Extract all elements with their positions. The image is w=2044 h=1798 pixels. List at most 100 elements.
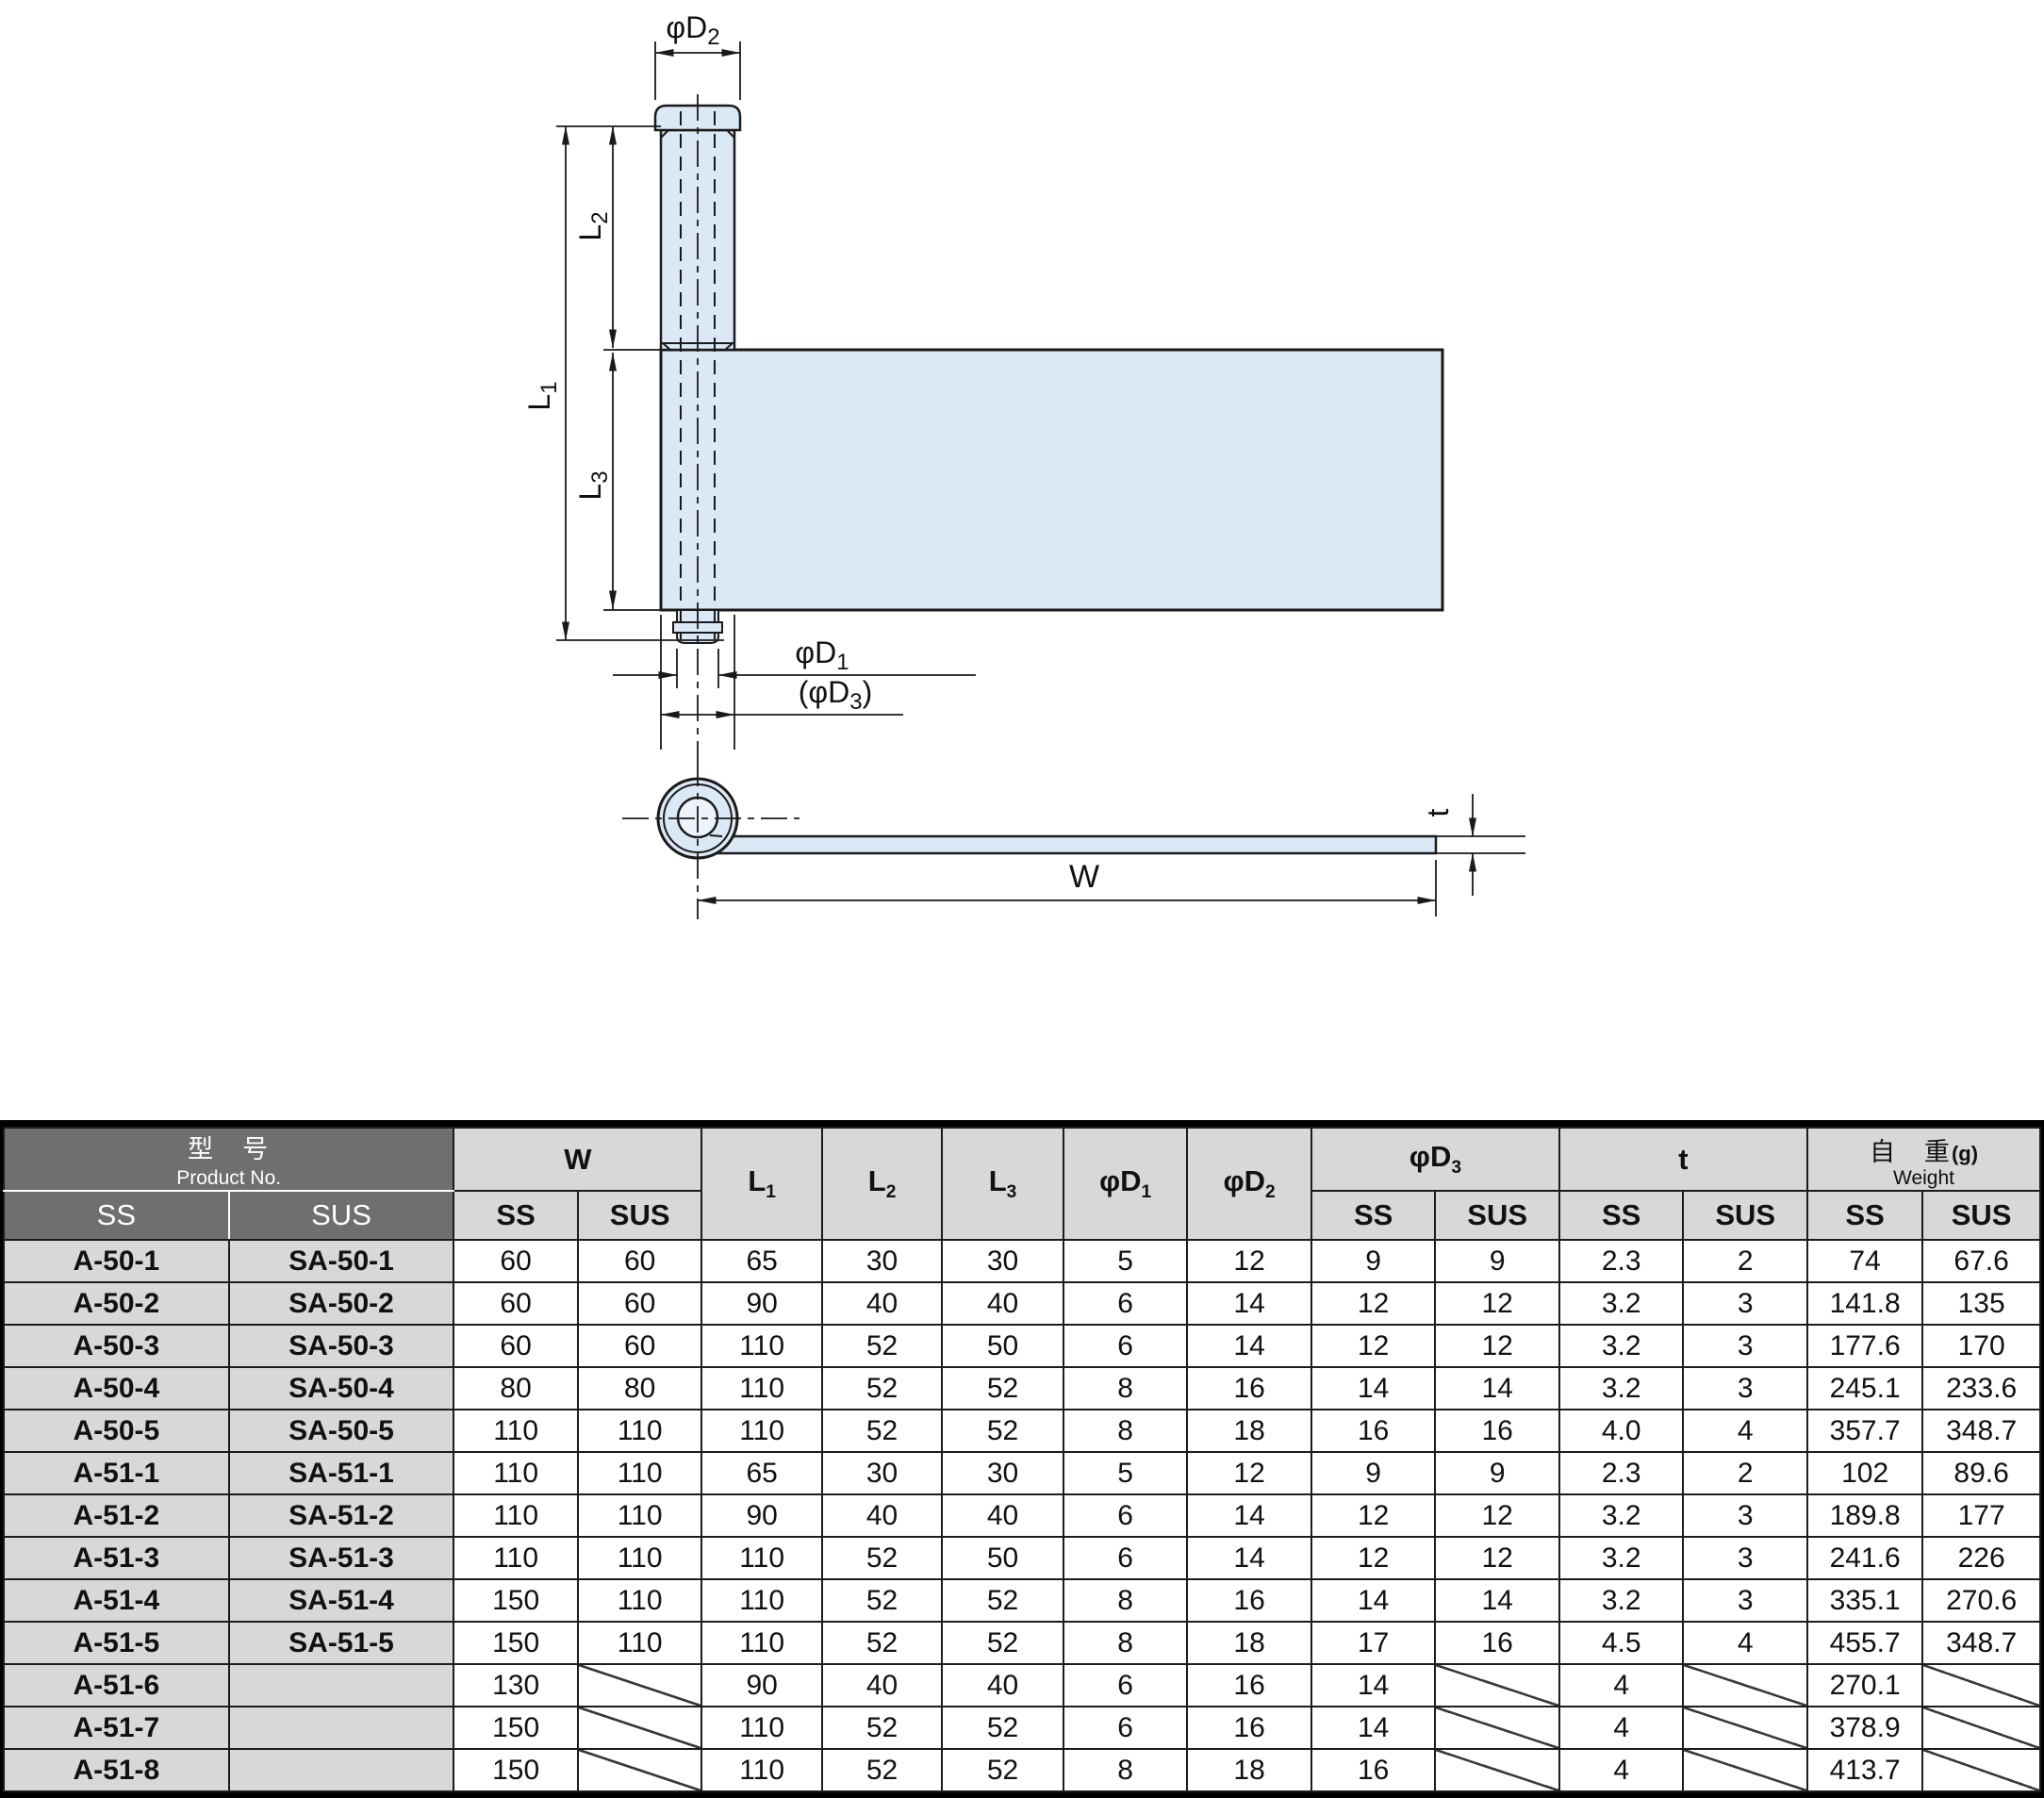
product-no-cell: SA-51-1 bbox=[227, 1451, 455, 1495]
spec-value-cell: 60 bbox=[576, 1281, 703, 1326]
dim-label-l2: L2 bbox=[573, 211, 613, 240]
spec-value-cell: 12 bbox=[1186, 1239, 1312, 1283]
spec-value-cell: 4 bbox=[1682, 1621, 1808, 1665]
leaf-side-profile bbox=[690, 834, 1438, 855]
product-no-cell: A-50-5 bbox=[3, 1409, 230, 1453]
product-no-cell: A-51-8 bbox=[3, 1748, 230, 1792]
spec-value-cell bbox=[1682, 1663, 1808, 1707]
product-no-cell: A-50-3 bbox=[3, 1324, 230, 1368]
table-row: A-50-4 SA-50-4 80 80 110 52 52 8 16 14 14 3.2 3 245.1… bbox=[3, 1366, 2041, 1410]
spec-value-cell: 357.7 bbox=[1805, 1409, 1924, 1453]
spec-value-cell: 177.6 bbox=[1805, 1324, 1924, 1368]
subheader-w-ss: SS bbox=[453, 1190, 579, 1241]
spec-value-cell: 16 bbox=[1310, 1748, 1437, 1792]
spec-value-cell bbox=[1682, 1748, 1808, 1792]
spec-table-header: 型 号 Product No. W L1 L2 L3 φD1 φD2 φD3 t… bbox=[2, 1127, 2042, 1241]
spec-value-cell: 52 bbox=[820, 1409, 944, 1453]
spec-value-cell: 18 bbox=[1186, 1748, 1312, 1792]
dim-label-d3: (φD3) bbox=[799, 675, 873, 715]
spec-value-cell: 141.8 bbox=[1805, 1281, 1924, 1326]
spec-value-cell: 110 bbox=[453, 1409, 579, 1453]
spec-value-cell: 110 bbox=[701, 1324, 823, 1368]
spec-value-cell: 65 bbox=[701, 1239, 823, 1283]
spec-value-cell: 2 bbox=[1682, 1451, 1808, 1495]
spec-value-cell: 3 bbox=[1682, 1366, 1808, 1410]
spec-value-cell: 110 bbox=[453, 1493, 579, 1538]
spec-value-cell: 8 bbox=[1062, 1621, 1189, 1665]
spec-value-cell: 110 bbox=[701, 1536, 823, 1580]
subheader-weight-sus: SUS bbox=[1921, 1190, 2041, 1241]
spec-value-cell: 12 bbox=[1310, 1493, 1437, 1538]
dim-label-l1: L1 bbox=[522, 381, 562, 410]
header-d3: φD3 bbox=[1310, 1127, 1560, 1192]
spec-value-cell: 90 bbox=[701, 1663, 823, 1707]
spec-value-cell: 348.7 bbox=[1921, 1621, 2041, 1665]
spec-value-cell: 12 bbox=[1186, 1451, 1312, 1495]
spec-value-cell: 14 bbox=[1310, 1366, 1437, 1410]
product-no-cell bbox=[227, 1748, 455, 1792]
spec-value-cell: 52 bbox=[941, 1578, 1064, 1623]
spec-value-cell: 6 bbox=[1062, 1281, 1189, 1326]
table-row: A-50-1 SA-50-1 60 60 65 30 30 5 12 9 9 2.3 2 74 67.6 bbox=[3, 1239, 2041, 1283]
spec-value-cell: 177 bbox=[1921, 1493, 2041, 1538]
product-no-cell bbox=[227, 1663, 455, 1707]
spec-value-cell: 4 bbox=[1682, 1409, 1808, 1453]
subheader-d3-sus: SUS bbox=[1434, 1190, 1560, 1241]
spec-value-cell: 245.1 bbox=[1805, 1366, 1924, 1410]
spec-value-cell: 16 bbox=[1434, 1409, 1560, 1453]
spec-value-cell: 89.6 bbox=[1921, 1451, 2041, 1495]
spec-value-cell: 52 bbox=[820, 1366, 944, 1410]
spec-value-cell: 60 bbox=[453, 1281, 579, 1326]
table-row: A-51-4 SA-51-4 150 110 110 52 52 8 16 14 14 3.2 3 335… bbox=[3, 1578, 2041, 1623]
header-l1: L1 bbox=[701, 1127, 823, 1241]
spec-value-cell: 30 bbox=[941, 1239, 1064, 1283]
spec-value-cell: 12 bbox=[1310, 1536, 1437, 1580]
spec-value-cell: 52 bbox=[820, 1324, 944, 1368]
spec-value-cell: 40 bbox=[941, 1281, 1064, 1326]
spec-value-cell: 110 bbox=[576, 1536, 703, 1580]
spec-value-cell bbox=[576, 1706, 703, 1750]
spec-value-cell: 3.2 bbox=[1558, 1578, 1685, 1623]
spec-value-cell: 150 bbox=[453, 1621, 579, 1665]
spec-value-cell: 110 bbox=[701, 1706, 823, 1750]
spec-table-container: 型 号 Product No. W L1 L2 L3 φD1 φD2 φD3 t… bbox=[0, 1120, 2044, 1798]
spec-value-cell: 3 bbox=[1682, 1536, 1808, 1580]
side-view-dimensions bbox=[697, 794, 1525, 916]
spec-value-cell: 130 bbox=[453, 1663, 579, 1707]
spec-value-cell: 14 bbox=[1186, 1281, 1312, 1326]
spec-value-cell: 348.7 bbox=[1921, 1409, 2041, 1453]
spec-value-cell: 14 bbox=[1310, 1706, 1437, 1750]
subheader-t-sus: SUS bbox=[1682, 1190, 1808, 1241]
spec-value-cell: 8 bbox=[1062, 1366, 1189, 1410]
product-no-cell: A-51-2 bbox=[3, 1493, 230, 1538]
header-w: W bbox=[453, 1127, 703, 1192]
spec-value-cell: 60 bbox=[576, 1324, 703, 1368]
spec-value-cell: 270.1 bbox=[1805, 1663, 1924, 1707]
spec-value-cell: 30 bbox=[820, 1451, 944, 1495]
spec-value-cell: 110 bbox=[701, 1578, 823, 1623]
spec-value-cell: 110 bbox=[576, 1578, 703, 1623]
spec-value-cell: 110 bbox=[576, 1493, 703, 1538]
product-no-cell: SA-50-2 bbox=[227, 1281, 455, 1326]
dim-label-w: W bbox=[1069, 859, 1099, 895]
spec-value-cell: 2.3 bbox=[1558, 1451, 1685, 1495]
spec-value-cell: 150 bbox=[453, 1706, 579, 1750]
spec-value-cell: 16 bbox=[1186, 1663, 1312, 1707]
spec-value-cell: 110 bbox=[453, 1451, 579, 1495]
header-t: t bbox=[1558, 1127, 1808, 1192]
header-product-no-zh: 型 号 bbox=[188, 1135, 271, 1163]
subheader-product-sus: SUS bbox=[227, 1190, 455, 1241]
spec-table-body: A-50-1 SA-50-1 60 60 65 30 30 5 12 9 9 2.3 2 74 67.6 A-… bbox=[3, 1239, 2041, 1792]
spec-value-cell: 16 bbox=[1186, 1706, 1312, 1750]
header-weight: 自 重(g) Weight bbox=[1805, 1127, 2042, 1192]
spec-value-cell: 52 bbox=[820, 1578, 944, 1623]
spec-value-cell: 110 bbox=[576, 1621, 703, 1665]
table-row: A-51-6 130 90 40 40 6 16 14 4 270.1 bbox=[3, 1663, 2041, 1707]
table-row: A-50-3 SA-50-3 60 60 110 52 50 6 14 12 12 3.2 3 177.6… bbox=[3, 1324, 2041, 1368]
spec-value-cell: 150 bbox=[453, 1578, 579, 1623]
spec-value-cell: 335.1 bbox=[1805, 1578, 1924, 1623]
drawing-labels: φD2 L1 L2 L3 φD1 (φD3) W t bbox=[522, 10, 1455, 895]
side-view bbox=[622, 760, 1438, 919]
spec-value-cell: 4.0 bbox=[1558, 1409, 1685, 1453]
spec-value-cell: 2 bbox=[1682, 1239, 1808, 1283]
